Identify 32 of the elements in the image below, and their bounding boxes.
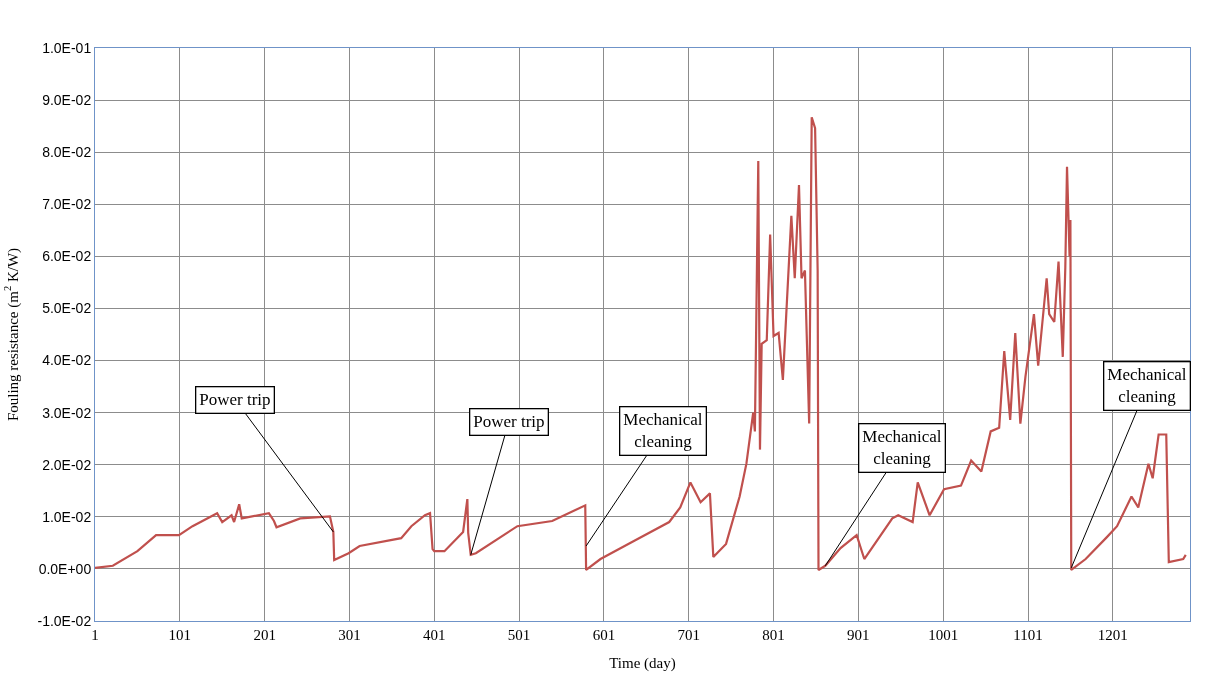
annotation: Power trip [199, 390, 271, 410]
x-tick-label: 1101 [1013, 627, 1043, 643]
y-tick-label: 4.0E-02 [42, 352, 92, 369]
x-tick-label: 401 [423, 627, 446, 643]
annotation: Mechanical cleaning [1107, 365, 1187, 407]
x-tick-label: 501 [507, 627, 531, 643]
x-tick-label: 201 [253, 627, 276, 643]
x-tick-label: 601 [592, 627, 616, 643]
y-tick-label: 5.0E-02 [42, 300, 92, 317]
y-tick-label: 0.0E+00 [38, 560, 92, 577]
y-tick-label: 3.0E-02 [42, 404, 92, 421]
x-tick-label: 901 [847, 627, 870, 643]
x-tick-label: 301 [338, 627, 361, 643]
annotation: Power trip [473, 412, 545, 432]
line-series [95, 116, 1187, 572]
y-tick-label: 1.0E-01 [42, 39, 92, 56]
x-axis-title: Time (day) [609, 655, 676, 672]
x-tick-label: 701 [677, 627, 700, 643]
x-tick-label: 1001 [928, 627, 959, 643]
y-tick-label: -1.0E-02 [37, 612, 92, 629]
y-tick-label: 2.0E-02 [42, 456, 92, 473]
y-tick-label: 8.0E-02 [42, 144, 92, 161]
y-tick-label: 1.0E-02 [42, 508, 92, 525]
annotation: Mechanical cleaning [623, 410, 703, 452]
x-tick-label: 101 [168, 627, 192, 643]
y-tick-label: 9.0E-02 [42, 91, 92, 108]
x-tick-label: 801 [762, 627, 785, 643]
y-tick-label: 7.0E-02 [42, 196, 92, 213]
x-tick-label: 1 [91, 627, 99, 643]
annotation: Mechanical cleaning [862, 427, 942, 469]
x-tick-label: 1201 [1097, 627, 1128, 643]
y-tick-label: 6.0E-02 [42, 248, 92, 265]
